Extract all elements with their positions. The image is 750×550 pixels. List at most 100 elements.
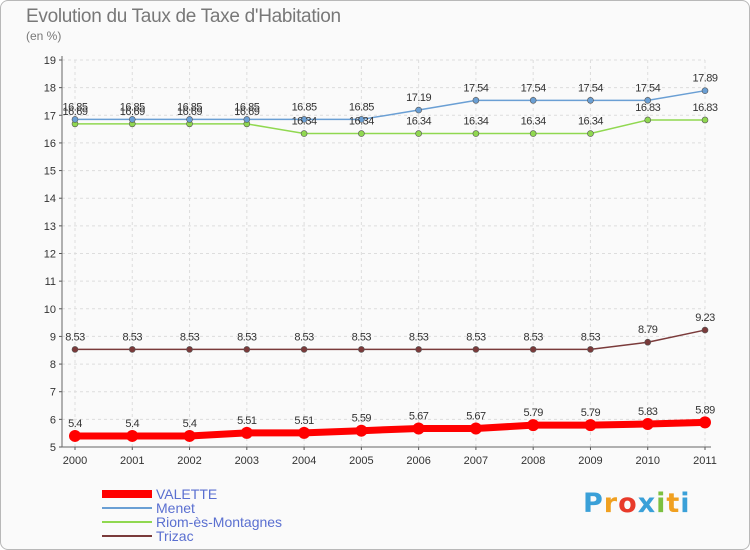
data-point xyxy=(186,116,193,123)
x-tick-label: 2010 xyxy=(635,455,659,467)
x-tick-label: 2006 xyxy=(406,455,430,467)
legend-item-trizac: Trizac xyxy=(102,529,194,543)
y-tick-label: 10 xyxy=(44,304,56,316)
x-tick-label: 2011 xyxy=(693,455,717,467)
data-point xyxy=(415,346,422,353)
y-tick-label: 8 xyxy=(50,359,56,371)
data-label: 8.79 xyxy=(638,324,658,336)
data-point xyxy=(587,97,594,104)
y-tick-label: 16 xyxy=(44,138,56,150)
legend-item-valette: VALETTE xyxy=(102,487,217,501)
data-point xyxy=(186,346,193,353)
data-point xyxy=(126,429,139,442)
data-point xyxy=(355,424,368,437)
data-point xyxy=(527,419,540,432)
y-tick-label: 9 xyxy=(50,331,56,343)
data-point xyxy=(529,346,537,353)
data-point xyxy=(644,97,652,104)
logo-letter: i xyxy=(680,488,691,519)
data-label: 5.4 xyxy=(183,418,197,430)
legend-item-menet: Menet xyxy=(102,501,195,515)
data-label: 16.83 xyxy=(692,102,717,114)
y-tick-label: 17 xyxy=(44,110,56,122)
data-label: 16.85 xyxy=(349,101,374,113)
data-label: 5.59 xyxy=(352,413,372,425)
data-label: 5.83 xyxy=(638,406,658,418)
data-label: 8.53 xyxy=(237,331,257,343)
data-point xyxy=(529,130,537,137)
legend-swatch-valette xyxy=(102,490,152,498)
data-label: 16.85 xyxy=(177,101,202,113)
data-point xyxy=(300,346,308,353)
data-label: 16.85 xyxy=(292,101,317,113)
logo-letter: r xyxy=(603,488,619,519)
y-tick-label: 18 xyxy=(44,83,56,95)
legend-label-menet: Menet xyxy=(156,500,195,516)
data-label: 8.53 xyxy=(352,331,372,343)
data-label: 17.19 xyxy=(406,92,431,104)
x-tick-label: 2004 xyxy=(292,455,316,467)
data-label: 16.69 xyxy=(177,106,202,118)
data-point xyxy=(415,130,422,137)
x-tick-label: 2008 xyxy=(521,455,545,467)
x-tick-label: 2000 xyxy=(63,455,87,467)
data-label: 16.34 xyxy=(406,116,431,128)
data-label: 17.89 xyxy=(692,73,717,85)
y-tick-label: 15 xyxy=(44,166,56,178)
data-label: 8.53 xyxy=(123,331,143,343)
data-point xyxy=(298,426,311,439)
x-tick-label: 2007 xyxy=(464,455,488,467)
logo-letter: t xyxy=(666,488,681,519)
legend-label-trizac: Trizac xyxy=(156,528,194,544)
y-tick-label: 14 xyxy=(44,193,56,205)
series-line-1 xyxy=(74,89,706,121)
data-point xyxy=(699,416,711,429)
data-point xyxy=(701,87,709,94)
data-label: 16.34 xyxy=(349,116,374,128)
legend-item-riom: Riom-ès-Montagnes xyxy=(102,515,282,529)
data-label: 16.85 xyxy=(120,101,145,113)
data-label: 8.53 xyxy=(294,331,314,343)
y-tick-label: 12 xyxy=(44,249,56,261)
data-point xyxy=(529,97,537,104)
y-tick-label: 19 xyxy=(44,55,56,67)
x-tick-label: 2005 xyxy=(349,455,373,467)
data-label: 16.34 xyxy=(292,116,317,128)
data-label: 9.23 xyxy=(695,312,715,324)
data-point xyxy=(71,346,79,353)
data-label: 8.53 xyxy=(523,331,543,343)
x-tick-label: 2003 xyxy=(235,455,259,467)
data-point xyxy=(412,422,425,435)
x-tick-label: 2002 xyxy=(177,455,201,467)
legend-swatch-menet xyxy=(102,507,152,509)
data-point xyxy=(243,116,251,123)
data-point xyxy=(584,419,597,432)
data-label: 5.79 xyxy=(581,407,601,419)
data-point xyxy=(358,130,365,137)
logo-letter: i xyxy=(656,488,667,519)
chart-subtitle: (en %) xyxy=(26,29,62,43)
data-label: 5.51 xyxy=(237,415,257,427)
legend-swatch-riom xyxy=(102,521,152,523)
data-point xyxy=(183,429,196,442)
data-label: 17.54 xyxy=(521,82,546,94)
data-label: 8.53 xyxy=(65,331,85,343)
data-label: 5.4 xyxy=(68,418,82,430)
data-point xyxy=(644,338,652,346)
logo-letter: x xyxy=(637,488,657,519)
data-point xyxy=(587,346,594,353)
x-tick-label: 2009 xyxy=(578,455,602,467)
data-label: 16.69 xyxy=(120,106,145,118)
data-point xyxy=(472,130,480,137)
data-point xyxy=(128,116,136,123)
proxiti-logo: Proxiti xyxy=(583,488,691,519)
data-label: 8.53 xyxy=(180,331,200,343)
logo-letter: P xyxy=(583,488,604,519)
data-point xyxy=(300,130,308,137)
data-label: 17.54 xyxy=(463,82,488,94)
data-label: 5.67 xyxy=(409,410,429,422)
y-tick-label: 13 xyxy=(44,221,56,233)
data-label: 16.34 xyxy=(521,116,546,128)
